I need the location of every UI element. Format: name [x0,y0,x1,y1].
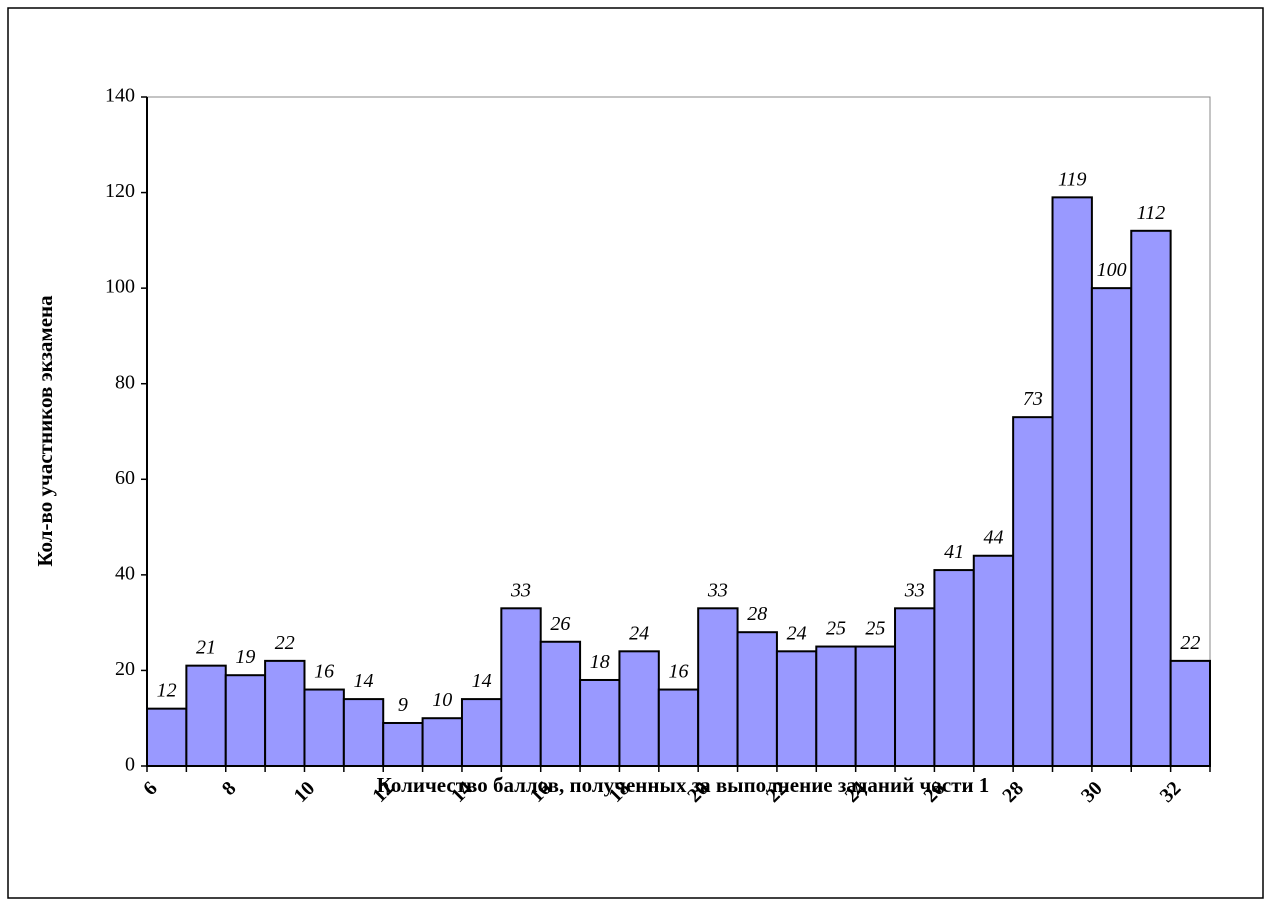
x-tick-label: 32 [1156,777,1186,807]
value-label: 14 [354,670,374,692]
value-label: 119 [1058,168,1087,190]
value-label: 18 [590,651,610,673]
value-label: 22 [1180,632,1200,654]
y-axis-label: Кол-во участников экзамена [33,295,57,567]
value-label: 10 [432,689,452,711]
value-label: 21 [196,637,216,659]
bar [894,607,936,767]
value-label: 41 [944,541,964,563]
y-tick-label: 40 [115,562,135,584]
y-tick-label: 80 [115,371,135,393]
bar [539,640,582,767]
value-label: 33 [510,579,531,601]
bar [264,659,306,767]
x-tick-label: 8 [218,777,241,800]
bar [657,688,700,767]
x-axis-label: Количество баллов, полученных за выполне… [377,773,990,797]
bar [1051,196,1093,768]
bar [933,569,975,767]
value-label: 100 [1097,259,1127,281]
value-label: 16 [314,661,334,683]
y-tick-label: 120 [105,180,135,202]
bar [342,698,385,767]
y-tick-label: 140 [105,85,135,107]
x-tick-label: 28 [998,777,1028,807]
x-tick-label: 10 [290,777,320,807]
y-tick-label: 100 [105,276,135,298]
bar [972,554,1015,767]
bar [697,607,739,767]
bar [1130,229,1172,768]
value-label: 12 [157,680,177,702]
bar [303,688,345,767]
value-label: 33 [904,579,925,601]
value-label: 9 [398,694,408,716]
value-label: 26 [550,613,570,635]
bar [579,678,621,767]
value-label: 25 [826,618,846,640]
bar [815,645,857,767]
y-tick-label: 20 [115,658,135,680]
value-label: 33 [707,579,728,601]
bar [460,698,503,767]
value-label: 24 [629,622,649,644]
chart-frame [7,7,1264,899]
bar [421,717,463,768]
value-label: 22 [275,632,295,654]
bar [1090,287,1133,767]
value-label: 16 [669,661,689,683]
bar [500,607,542,767]
value-label: 44 [983,527,1003,549]
value-label: 19 [235,646,255,668]
bar [224,674,267,768]
bar [854,645,897,767]
bar [1169,659,1212,767]
bar [1012,416,1054,767]
y-tick-label: 60 [115,467,135,489]
x-tick-label: 6 [139,777,162,800]
bar [736,631,778,768]
value-label: 28 [747,603,767,625]
x-tick-label: 30 [1077,777,1107,807]
value-label: 73 [1023,388,1043,410]
bar [618,650,660,767]
bar [185,664,227,768]
y-tick-label: 0 [125,754,135,776]
bar [382,721,424,767]
value-label: 24 [787,622,807,644]
value-label: 14 [472,670,492,692]
bar [146,707,188,768]
value-label: 112 [1137,202,1166,224]
bar [775,650,818,767]
value-label: 25 [865,618,885,640]
